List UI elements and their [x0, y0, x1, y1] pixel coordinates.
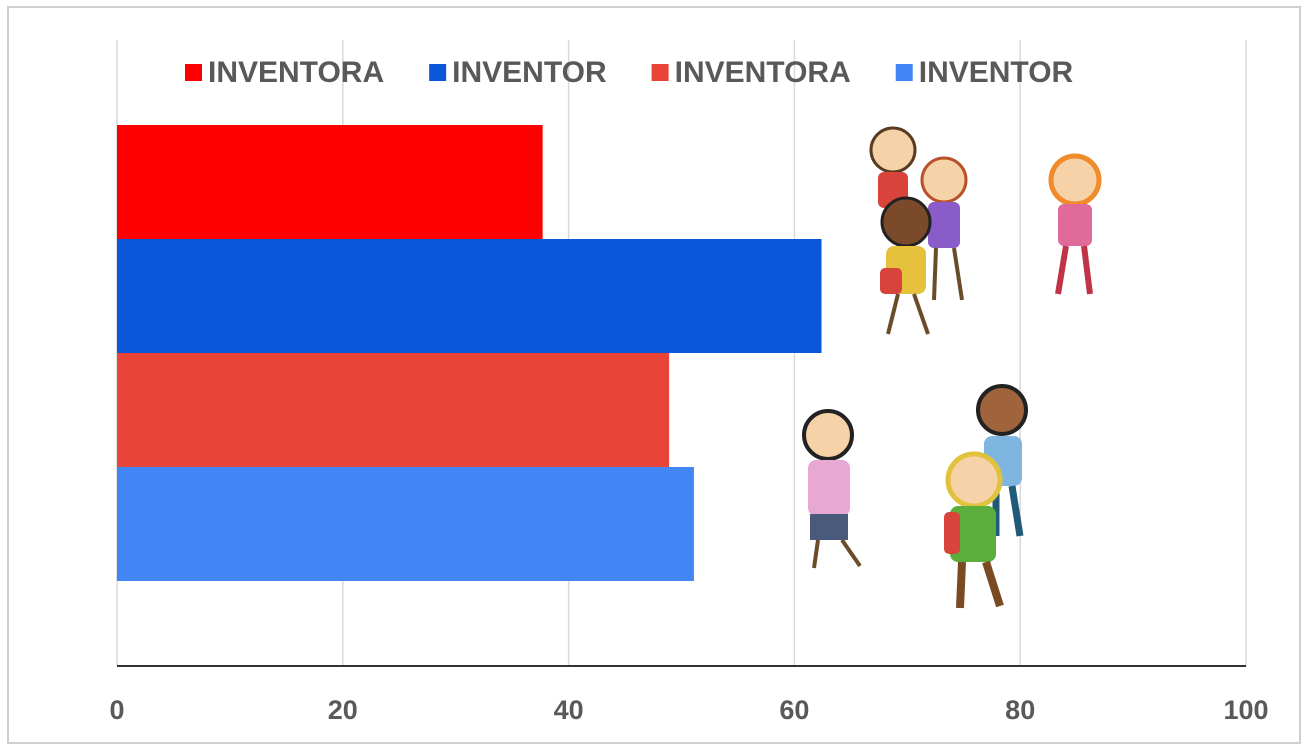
kids-illustration: [802, 126, 1102, 609]
kid: [880, 196, 932, 335]
legend-label: INVENTOR: [919, 56, 1074, 89]
legend-label: INVENTOR: [452, 56, 607, 89]
x-tick-label: 0: [109, 695, 124, 725]
legend-swatch: [651, 64, 669, 81]
kid: [1048, 153, 1102, 295]
x-ticks: 0 20 40 60 80 100: [109, 695, 1268, 725]
legend-label: INVENTORA: [208, 56, 384, 89]
x-tick-label: 80: [1005, 695, 1035, 725]
legend-swatch: [895, 64, 913, 81]
x-tick-label: 60: [779, 695, 809, 725]
bar: [117, 353, 670, 467]
x-tick-label: 40: [554, 695, 584, 725]
bar: [117, 467, 694, 581]
bar: [117, 239, 822, 353]
kid: [976, 384, 1028, 537]
legend-label: INVENTORA: [675, 56, 851, 89]
legend-swatch: [429, 64, 447, 81]
bars: [117, 125, 822, 581]
kid: [802, 409, 862, 569]
kid: [920, 156, 968, 301]
x-tick-label: 100: [1223, 695, 1268, 725]
bar: [117, 125, 543, 239]
legend-swatch: [185, 64, 202, 81]
kid: [944, 451, 1004, 609]
x-tick-label: 20: [328, 695, 358, 725]
legend: INVENTORA INVENTOR INVENTORA INVENTOR: [185, 56, 1074, 89]
